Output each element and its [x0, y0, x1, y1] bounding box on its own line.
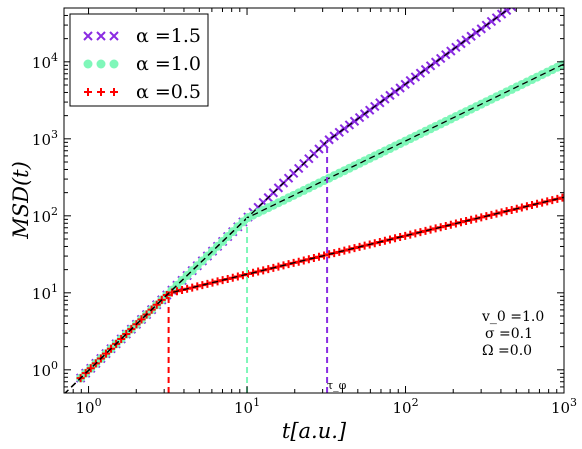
data-point: [421, 226, 430, 235]
ticks-layer: 100 101 102 103 100 101 102 103 104: [32, 7, 577, 417]
data-point: [254, 267, 263, 276]
x-tick-label: 103: [551, 396, 577, 417]
data-layer: [64, 0, 564, 393]
data-point: [294, 257, 303, 266]
legend-entry-alpha-1-5: α =1.5: [136, 25, 201, 47]
legend-marker: [84, 88, 92, 96]
annotation-sigma: σ =0.1: [485, 326, 533, 342]
data-point: [538, 198, 547, 207]
data-point: [527, 201, 536, 210]
y-tick-label: 100: [32, 359, 58, 380]
plot-frame: [63, 7, 565, 394]
data-point: [86, 364, 95, 373]
data-point: [507, 205, 516, 214]
legend-marker: [97, 88, 105, 96]
legend-marker: [96, 59, 106, 69]
plot-area: [64, 0, 564, 393]
annotation-omega: Ω =0.0: [482, 343, 532, 359]
legend-marker: [83, 59, 93, 69]
legend-markers: [83, 31, 119, 96]
legend-entry-alpha-1-0: α =1.0: [136, 53, 201, 75]
y-tick-label: 103: [32, 128, 58, 149]
parameter-annotation: v_0 =1.0 σ =0.1 Ω =0.0: [481, 309, 544, 359]
y-tick-label: 101: [32, 282, 58, 303]
legend-marker: [96, 31, 106, 41]
y-axis-title: MSD(t): [9, 161, 33, 240]
data-point: [456, 218, 465, 227]
x-axis-title: t[a.u.]: [282, 419, 347, 443]
fit-line-2: [64, 196, 564, 393]
data-point: [101, 349, 110, 358]
legend-marker: [109, 59, 119, 69]
legend-marker: [110, 88, 118, 96]
legend-marker: [109, 31, 119, 41]
x-tick-label: 100: [76, 396, 102, 417]
legend: α =1.5 α =1.0 α =0.5: [69, 13, 209, 107]
data-point: [340, 246, 349, 255]
y-tick-label: 102: [32, 205, 58, 226]
data-point: [477, 213, 486, 222]
data-point: [122, 330, 131, 339]
y-tick-label: 104: [32, 51, 58, 72]
data-point: [198, 281, 207, 290]
data-point: [391, 234, 400, 243]
annotation-v0: v_0 =1.0: [481, 309, 544, 325]
legend-marker: [83, 31, 93, 41]
tau-phi-label: τ_φ: [327, 379, 347, 392]
x-tick-label: 102: [392, 396, 418, 417]
legend-entry-alpha-0-5: α =0.5: [136, 81, 201, 103]
legend-box: [69, 13, 209, 107]
data-point: [188, 283, 197, 292]
data-point: [152, 300, 161, 309]
data-point: [117, 334, 126, 343]
data-point: [518, 0, 526, 3]
data-point: [350, 244, 359, 253]
data-point: [284, 260, 293, 269]
data-point: [304, 255, 313, 264]
data-point: [506, 8, 517, 12]
data-point: [137, 315, 146, 324]
x-tick-label: 101: [234, 396, 260, 417]
data-point: [513, 0, 521, 7]
